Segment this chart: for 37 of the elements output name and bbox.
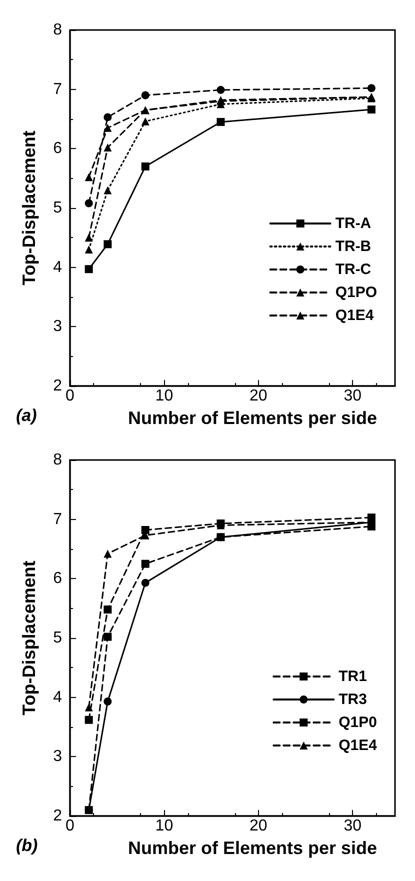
legend-label: TR-A [335,215,372,232]
y-tick-label: 7 [53,80,62,98]
legend-label: TR-C [335,261,372,278]
y-tick-label: 3 [53,748,62,766]
x-tick-label: 10 [155,388,174,404]
y-axis-title: Top-Displacement [19,560,39,716]
x-tick-label: 30 [344,818,362,834]
y-tick-label: 5 [53,200,62,216]
text: (a) [16,406,38,425]
x-tick-label: 0 [66,818,75,834]
y-tick-label: 8 [53,22,62,38]
y-tick-label: 8 [53,452,62,468]
y-tick-label: 6 [53,140,62,158]
x-axis-title: Number of Elements per side [128,408,378,428]
y-tick-label: 2 [53,808,62,824]
y-axis-title: Top-Displacement [19,130,39,286]
x-tick-label: 0 [66,388,75,404]
x-tick-label: 10 [155,818,174,834]
y-tick-label: 3 [53,318,62,336]
y-tick-label: 7 [53,510,62,528]
y-tick-label: 6 [53,570,62,588]
legend-label: TR1 [338,668,367,685]
y-tick-label: 4 [53,688,62,706]
legend-label: Q1E4 [338,737,378,754]
y-tick-label: 5 [53,630,62,646]
y-tick-label: 2 [53,378,62,394]
y-tick-label: 4 [53,258,62,276]
x-axis-title: Number of Elements per side [128,838,378,858]
legend-label: TR3 [338,691,367,708]
legend-label: Q1PO [335,284,378,301]
x-tick-label: 30 [344,388,362,404]
legend-label: TR-B [335,238,372,255]
legend-label: Q1E4 [335,307,374,324]
x-tick-label: 20 [250,388,268,404]
legend-label: Q1P0 [338,714,377,731]
x-tick-label: 20 [250,818,268,834]
text: (b) [16,836,38,855]
